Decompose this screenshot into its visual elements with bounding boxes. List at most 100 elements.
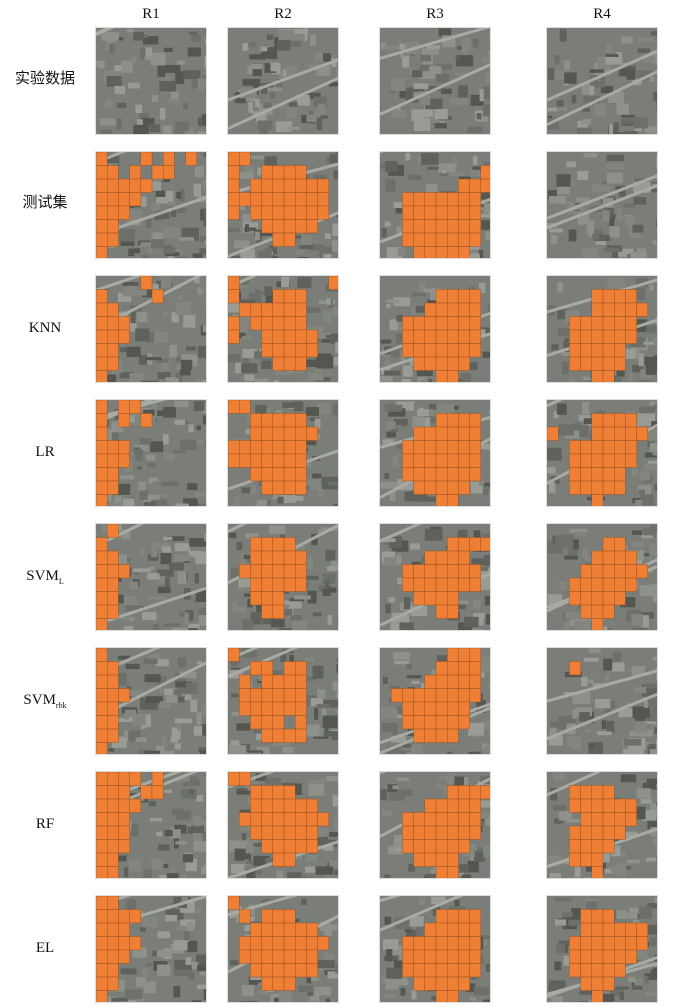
overlay-cell xyxy=(283,976,296,991)
overlay-cell xyxy=(613,356,626,371)
overlay-cell xyxy=(294,413,307,428)
overlay-cell xyxy=(580,453,592,468)
overlay-cell xyxy=(458,467,470,482)
overlay-cell xyxy=(272,480,285,495)
overlay-cell xyxy=(272,453,285,468)
overlay-cell xyxy=(294,440,307,455)
row-label-text: SVM xyxy=(26,568,59,584)
overlay-cell xyxy=(613,426,626,441)
overlay-cell xyxy=(228,276,240,290)
overlay-cell xyxy=(96,990,108,1002)
overlay-cell xyxy=(469,343,481,358)
overlay-cell xyxy=(272,413,285,428)
overlay-cell xyxy=(151,165,164,180)
aerial-image xyxy=(380,772,490,878)
overlay-cell xyxy=(250,825,262,840)
overlay-cell xyxy=(250,715,262,730)
overlay-cell xyxy=(413,232,425,247)
overlay-cell xyxy=(458,688,470,703)
overlay-cell xyxy=(272,165,285,180)
overlay-cell xyxy=(402,825,414,840)
overlay-cell xyxy=(96,205,108,220)
overlay-cell xyxy=(317,936,329,951)
overlay-cell xyxy=(569,798,581,813)
column-header-r1: R1 xyxy=(142,6,160,22)
overlay-cell xyxy=(129,165,141,180)
overlay-cell xyxy=(636,564,648,579)
overlay-cell xyxy=(602,329,615,344)
overlay-cell xyxy=(228,289,240,304)
overlay-cell xyxy=(250,701,262,716)
overlay-cell xyxy=(261,467,273,482)
overlay-cell xyxy=(580,604,592,619)
aerial-image xyxy=(96,152,206,258)
overlay-cell xyxy=(272,798,285,813)
overlay-cell xyxy=(294,701,307,716)
overlay-cell xyxy=(591,922,604,937)
overlay-cell xyxy=(469,537,481,552)
overlay-cell xyxy=(118,178,130,193)
overlay-cell xyxy=(435,577,448,592)
overlay-cell xyxy=(569,661,581,676)
overlay-cell xyxy=(636,922,648,937)
overlay-cell xyxy=(261,825,273,840)
overlay-cell xyxy=(238,400,251,414)
overlay-cell xyxy=(162,152,175,166)
overlay-cell xyxy=(96,936,108,951)
overlay-cell xyxy=(446,990,459,1002)
overlay-cell xyxy=(424,577,437,592)
overlay-cell xyxy=(294,302,307,317)
overlay-cell xyxy=(250,936,262,951)
overlay-cell xyxy=(129,772,141,786)
overlay-cell xyxy=(272,604,285,619)
overlay-cell xyxy=(458,577,470,592)
overlay-cell xyxy=(469,936,481,951)
overlay-cell xyxy=(446,370,459,382)
overlay-cell xyxy=(283,688,296,703)
overlay-cell xyxy=(106,922,119,937)
overlay-cell xyxy=(591,604,604,619)
overlay-cell xyxy=(283,839,296,854)
overlay-cell xyxy=(238,152,251,166)
overlay-cell xyxy=(602,453,615,468)
overlay-cell xyxy=(446,356,459,371)
overlay-cell xyxy=(306,839,318,854)
overlay-cell xyxy=(458,178,470,193)
overlay-cell xyxy=(591,440,604,455)
overlay-cell xyxy=(106,715,119,730)
overlay-cell xyxy=(435,413,448,428)
row-label-test-set: 测试集 xyxy=(0,193,90,213)
overlay-cell xyxy=(238,909,251,924)
overlay-cell xyxy=(261,480,273,495)
overlay-cell xyxy=(458,289,470,304)
overlay-cell xyxy=(294,963,307,978)
overlay-cell xyxy=(272,674,285,689)
overlay-cell xyxy=(458,453,470,468)
overlay-cell xyxy=(238,564,251,579)
overlay-cell xyxy=(96,246,108,258)
overlay-cell xyxy=(569,936,581,951)
overlay-cell xyxy=(613,302,626,317)
overlay-cell xyxy=(413,825,425,840)
overlay-cell xyxy=(106,343,119,358)
overlay-cell xyxy=(402,467,414,482)
overlay-cell xyxy=(96,922,108,937)
overlay-cell xyxy=(591,426,604,441)
overlay-cell xyxy=(96,289,108,304)
overlay-cell xyxy=(602,426,615,441)
overlay-cell xyxy=(625,550,637,565)
image-tile xyxy=(95,151,207,259)
aerial-image xyxy=(96,400,206,506)
overlay-cell xyxy=(469,289,481,304)
overlay-cell xyxy=(250,426,262,441)
overlay-cell xyxy=(413,316,425,331)
overlay-cell xyxy=(469,564,481,579)
overlay-cell xyxy=(106,577,119,592)
overlay-cell xyxy=(261,205,273,220)
overlay-cell xyxy=(435,825,448,840)
overlay-cell xyxy=(424,440,437,455)
overlay-cell xyxy=(458,343,470,358)
overlay-cell xyxy=(602,302,615,317)
overlay-cell xyxy=(435,866,448,878)
overlay-cell xyxy=(272,701,285,716)
